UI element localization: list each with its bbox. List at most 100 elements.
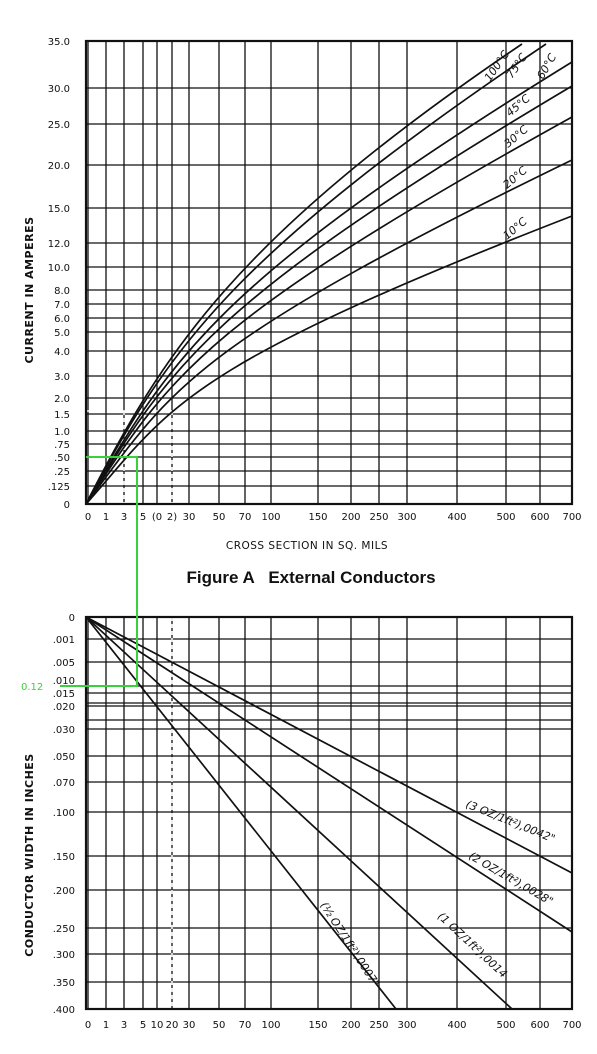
- top-y-tick-3: .50: [54, 453, 70, 464]
- top-x-tick-11: 200: [341, 512, 360, 523]
- bottom-x-tick-9: 100: [261, 1020, 280, 1031]
- chart-width-vs-cross-section: (3 OZ/1ft²),0042"(2 OZ/1ft²),0028"(1 OZ/…: [23, 613, 582, 1031]
- bottom-x-tick-8: 70: [239, 1020, 252, 1031]
- bottom-y-tick-14: .350: [53, 978, 75, 989]
- top-series-label-4: 60°C: [534, 51, 559, 81]
- bottom-y-tick-15: .400: [53, 1005, 75, 1016]
- bottom-x-tick-1: 1: [103, 1020, 109, 1031]
- top-y-tick-14: 10.0: [48, 263, 70, 274]
- bottom-x-tick-6: 30: [183, 1020, 196, 1031]
- bottom-x-tick-14: 400: [447, 1020, 466, 1031]
- top-y-tick-16: 15.0: [48, 204, 70, 215]
- top-x-tick-6: 30: [183, 512, 196, 523]
- top-y-tick-20: 35.0: [48, 37, 70, 48]
- bottom-x-tick-17: 700: [562, 1020, 581, 1031]
- top-y-tick-5: 1.0: [54, 427, 70, 438]
- top-y-tick-7: 2.0: [54, 394, 70, 405]
- bottom-tick-labels: 0 1 3 5 10 20 30 50 70 100 150 200 250 300 400 500 600 70…: [53, 613, 582, 1031]
- top-x-tick-14: 400: [447, 512, 466, 523]
- top-grid: [86, 40, 573, 505]
- bottom-series-2: [85, 616, 513, 1010]
- top-x-tick-4: (0: [152, 512, 162, 523]
- bottom-y-axis-label: CONDUCTOR WIDTH IN INCHES: [23, 753, 36, 956]
- top-x-tick-16: 600: [530, 512, 549, 523]
- top-y-tick-10: 5.0: [54, 328, 70, 339]
- top-series-3: [85, 85, 573, 505]
- top-y-tick-6: 1.5: [54, 410, 70, 421]
- top-x-tick-5: 2): [167, 512, 177, 523]
- bottom-x-tick-0: 0: [85, 1020, 91, 1031]
- top-series-2: [85, 116, 573, 505]
- top-x-tick-7: 50: [213, 512, 226, 523]
- bottom-series-1: [85, 616, 573, 933]
- top-plot-frame: [84, 39, 574, 506]
- bottom-series-label-2: (1 OZ/1ft²),0014: [435, 910, 510, 981]
- bottom-y-tick-9: .100: [53, 808, 75, 819]
- top-series-4: [85, 61, 573, 505]
- bottom-x-tick-5: 20: [166, 1020, 179, 1031]
- top-y-tick-4: .75: [54, 440, 70, 451]
- top-x-tick-15: 500: [496, 512, 515, 523]
- top-x-tick-12: 250: [369, 512, 388, 523]
- top-x-tick-13: 300: [397, 512, 416, 523]
- top-y-tick-11: 6.0: [54, 314, 70, 325]
- bottom-x-tick-16: 600: [530, 1020, 549, 1031]
- bottom-curves: (3 OZ/1ft²),0042"(2 OZ/1ft²),0028"(1 OZ/…: [85, 616, 573, 1010]
- bottom-y-tick-13: .300: [53, 950, 75, 961]
- bottom-x-tick-11: 200: [341, 1020, 360, 1031]
- bottom-y-tick-1: .001: [53, 635, 75, 646]
- top-y-tick-18: 25.0: [48, 120, 70, 131]
- bottom-x-tick-12: 250: [369, 1020, 388, 1031]
- top-y-tick-12: 7.0: [54, 300, 70, 311]
- top-x-tick-10: 150: [308, 512, 327, 523]
- top-x-tick-17: 700: [562, 512, 581, 523]
- bottom-plot-frame: [84, 615, 574, 1011]
- top-x-tick-0: 0: [85, 512, 91, 523]
- guide-value-label: 0.12: [21, 682, 43, 693]
- bottom-grid: [86, 616, 573, 1010]
- bottom-y-tick-7: .050: [53, 752, 75, 763]
- top-x-tick-1: 1: [103, 512, 109, 523]
- top-y-tick-17: 20.0: [48, 161, 70, 172]
- bottom-series-label-3: (½ OZ/1ft²),0007": [317, 900, 382, 990]
- top-series-5: [85, 43, 547, 505]
- bottom-y-tick-0: 0: [69, 613, 75, 624]
- top-y-tick-19: 30.0: [48, 84, 70, 95]
- bottom-y-tick-3: .010: [53, 676, 75, 687]
- top-series-0: [85, 215, 573, 505]
- green-guide-line: 0.12: [21, 456, 138, 693]
- bottom-x-tick-4: 10: [151, 1020, 164, 1031]
- top-y-axis-label: CURRENT IN AMPERES: [23, 216, 36, 363]
- bottom-y-tick-2: .005: [53, 658, 75, 669]
- bottom-x-tick-7: 50: [213, 1020, 226, 1031]
- top-x-tick-3: 5: [140, 512, 146, 523]
- figure-title: Figure A External Conductors: [186, 568, 435, 587]
- top-series-6: [85, 43, 523, 505]
- bottom-x-tick-2: 3: [121, 1020, 127, 1031]
- bottom-y-tick-8: .070: [53, 778, 75, 789]
- bottom-x-tick-10: 150: [308, 1020, 327, 1031]
- top-y-tick-0: 0: [64, 500, 70, 511]
- bottom-y-tick-4: .015: [53, 689, 75, 700]
- bottom-x-tick-3: 5: [140, 1020, 146, 1031]
- bottom-series-label-0: (3 OZ/1ft²),0042": [464, 798, 557, 846]
- bottom-y-tick-11: .200: [53, 886, 75, 897]
- top-series-1: [85, 159, 573, 505]
- bottom-series-0: [85, 616, 573, 874]
- top-x-tick-8: 70: [239, 512, 252, 523]
- top-y-tick-2: .25: [54, 467, 70, 478]
- top-y-tick-8: 3.0: [54, 372, 70, 383]
- bottom-y-tick-5: .020: [53, 702, 75, 713]
- bottom-x-tick-13: 300: [397, 1020, 416, 1031]
- bottom-y-tick-10: .150: [53, 852, 75, 863]
- top-y-tick-9: 4.0: [54, 347, 70, 358]
- bottom-x-tick-15: 500: [496, 1020, 515, 1031]
- top-y-tick-15: 12.0: [48, 239, 70, 250]
- top-x-tick-9: 100: [261, 512, 280, 523]
- top-x-tick-2: 3: [121, 512, 127, 523]
- bottom-y-tick-12: .250: [53, 924, 75, 935]
- top-x-axis-label: CROSS SECTION IN SQ. MILS: [226, 540, 388, 552]
